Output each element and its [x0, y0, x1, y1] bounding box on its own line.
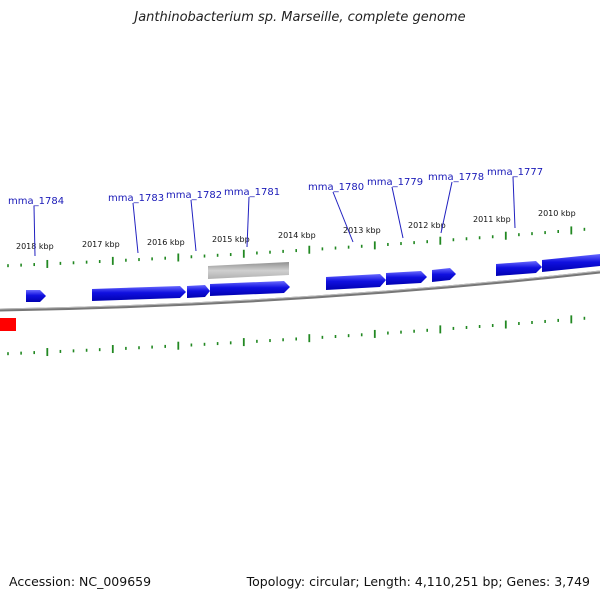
gene-arrow-mma_1780[interactable]	[326, 274, 386, 290]
gene-label-mma_1781[interactable]: mma_1781	[224, 187, 280, 198]
kbp-label: 2014 kbp	[278, 231, 316, 240]
gene-arrow-mma_1778[interactable]	[432, 268, 456, 282]
kbp-label: 2012 kbp	[408, 221, 446, 230]
gene-label-mma_1778[interactable]: mma_1778	[428, 172, 484, 183]
kbp-label: 2017 kbp	[82, 240, 120, 249]
accession-label: Accession: NC_009659	[9, 574, 152, 589]
gene-arrow-mma_1779[interactable]	[386, 271, 427, 285]
kbp-labels: 2018 kbp 2017 kbp 2016 kbp 2015 kbp 2014…	[16, 209, 576, 251]
gene-arrow-mma_1782[interactable]	[187, 285, 210, 298]
rna-feature[interactable]	[208, 262, 289, 279]
label-leader-line	[190, 199, 197, 252]
gene-arrow-mma_1777[interactable]	[496, 261, 542, 276]
gene-track	[26, 254, 600, 302]
label-leader-line	[246, 196, 250, 248]
marker-red[interactable]	[0, 318, 16, 331]
gene-label-mma_1779[interactable]: mma_1779	[367, 177, 423, 188]
label-leader-line	[391, 186, 404, 239]
genome-backbone	[0, 270, 600, 312]
map-title: Janthinobacterium sp. Marseille, complet…	[134, 10, 466, 25]
gene-label-mma_1782[interactable]: mma_1782	[166, 190, 222, 201]
gene-arrow-next[interactable]	[542, 254, 600, 272]
kbp-label: 2015 kbp	[212, 235, 250, 244]
label-leader-line	[33, 205, 36, 257]
label-leader-line	[440, 181, 453, 234]
kbp-label: 2011 kbp	[473, 215, 511, 224]
gene-label-mma_1784[interactable]: mma_1784	[8, 196, 64, 207]
gene-arrow-mma_1781[interactable]	[210, 281, 290, 296]
gene-label-mma_1783[interactable]: mma_1783	[108, 193, 164, 204]
kbp-label: 2013 kbp	[343, 226, 381, 235]
genome-stats-label: Topology: circular; Length: 4,110,251 bp…	[246, 574, 590, 589]
label-leader-line	[332, 191, 354, 243]
kbp-label: 2016 kbp	[147, 238, 185, 247]
tick-row-top	[7, 226, 586, 268]
gene-label-mma_1780[interactable]: mma_1780	[308, 182, 364, 193]
gene-arrow-mma_1784[interactable]	[26, 290, 46, 302]
label-leader-line	[512, 176, 516, 229]
gene-arrow-mma_1783[interactable]	[92, 286, 186, 301]
gene-labels: mma_1784 mma_1783 mma_1782 mma_1781 mma_…	[8, 167, 543, 257]
gene-label-mma_1777[interactable]: mma_1777	[487, 167, 543, 178]
genome-backbone-highlight	[0, 270, 600, 310]
kbp-label: 2010 kbp	[538, 209, 576, 218]
tick-row-bottom	[7, 315, 586, 357]
label-leader-line	[132, 202, 139, 254]
